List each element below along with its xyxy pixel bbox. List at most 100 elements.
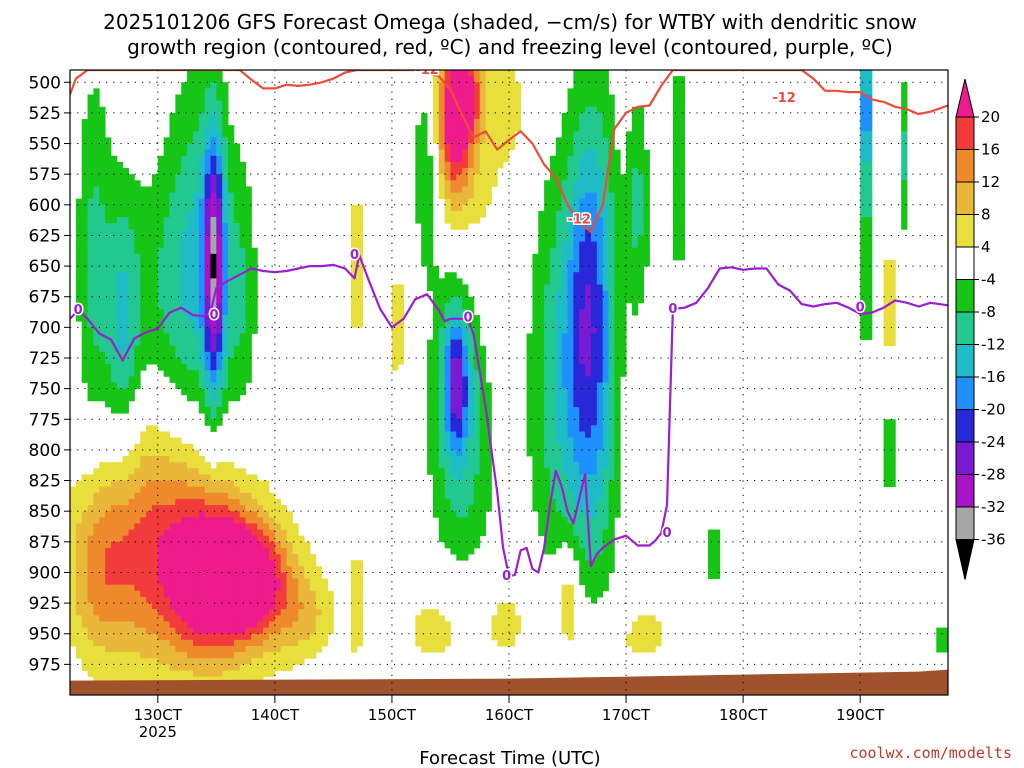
omega-cell bbox=[216, 596, 223, 604]
omega-cell bbox=[222, 149, 229, 157]
omega-cell bbox=[146, 633, 153, 641]
omega-cell bbox=[626, 272, 633, 279]
omega-cell bbox=[134, 517, 141, 524]
omega-cell bbox=[146, 627, 153, 635]
omega-cell bbox=[128, 370, 135, 377]
omega-cell bbox=[210, 100, 217, 108]
omega-cell bbox=[157, 302, 165, 310]
omega-cell bbox=[239, 302, 246, 310]
omega-cell bbox=[216, 419, 223, 426]
omega-cell bbox=[175, 517, 182, 524]
omega-cell bbox=[87, 241, 94, 249]
omega-cell bbox=[151, 547, 159, 555]
omega-cell bbox=[204, 272, 211, 279]
omega-cell bbox=[555, 437, 563, 445]
omega-cell bbox=[99, 511, 106, 518]
omega-cell bbox=[245, 584, 252, 592]
omega-cell bbox=[128, 394, 135, 402]
omega-cell bbox=[128, 327, 135, 334]
omega-cell bbox=[292, 658, 299, 665]
omega-cell bbox=[140, 505, 147, 512]
omega-cell bbox=[181, 229, 188, 236]
omega-cell bbox=[274, 658, 282, 665]
omega-cell bbox=[81, 596, 88, 604]
omega-cell bbox=[532, 498, 539, 506]
omega-cell bbox=[239, 284, 246, 291]
omega-cell bbox=[251, 572, 258, 579]
omega-cell bbox=[432, 357, 440, 365]
omega-cell bbox=[192, 541, 200, 549]
omega-cell bbox=[585, 131, 592, 138]
omega-cell bbox=[140, 462, 147, 469]
omega-cell bbox=[122, 204, 129, 212]
omega-cell bbox=[538, 290, 545, 298]
omega-cell bbox=[87, 198, 94, 206]
omega-cell bbox=[233, 382, 241, 390]
omega-cell bbox=[257, 609, 264, 616]
omega-cell bbox=[473, 529, 481, 537]
omega-cell bbox=[151, 584, 159, 592]
omega-cell bbox=[590, 186, 598, 193]
omega-cell bbox=[222, 407, 229, 414]
omega-cell bbox=[532, 339, 539, 347]
omega-cell bbox=[596, 155, 604, 163]
omega-cell bbox=[140, 351, 147, 359]
omega-cell bbox=[468, 492, 475, 500]
omega-cell bbox=[146, 278, 153, 285]
omega-cell bbox=[99, 266, 106, 273]
omega-cell bbox=[169, 603, 176, 610]
omega-cell bbox=[105, 235, 112, 242]
omega-cell bbox=[450, 296, 457, 304]
omega-cell bbox=[456, 143, 463, 151]
omega-cell bbox=[549, 333, 557, 341]
omega-cell bbox=[631, 119, 639, 126]
omega-cell bbox=[245, 192, 252, 200]
omega-cell bbox=[585, 168, 592, 175]
omega-cell bbox=[105, 278, 112, 285]
omega-cell bbox=[222, 609, 229, 616]
omega-cell bbox=[192, 572, 200, 579]
omega-cell bbox=[181, 670, 188, 678]
omega-cell bbox=[555, 345, 563, 353]
omega-cell bbox=[99, 529, 106, 537]
omega-cell bbox=[151, 658, 159, 665]
omega-cell bbox=[116, 462, 124, 469]
omega-cell bbox=[608, 106, 615, 114]
omega-cell bbox=[93, 541, 100, 549]
omega-cell bbox=[468, 437, 475, 445]
omega-cell bbox=[187, 223, 194, 230]
omega-cell bbox=[561, 425, 568, 432]
omega-cell bbox=[187, 443, 194, 451]
omega-cell bbox=[169, 664, 176, 671]
omega-cell bbox=[579, 223, 586, 230]
omega-cell bbox=[391, 327, 399, 334]
omega-cell bbox=[233, 143, 241, 151]
omega-cell bbox=[549, 382, 557, 390]
omega-cell bbox=[110, 523, 118, 530]
omega-cell bbox=[438, 131, 446, 138]
omega-cell bbox=[93, 174, 100, 181]
omega-cell bbox=[239, 621, 246, 628]
omega-cell bbox=[608, 302, 615, 310]
omega-cell bbox=[438, 155, 446, 163]
omega-cell bbox=[187, 351, 194, 359]
omega-cell bbox=[444, 627, 451, 635]
omega-cell bbox=[169, 155, 176, 163]
omega-cell bbox=[585, 437, 592, 445]
omega-cell bbox=[263, 670, 270, 678]
omega-cell bbox=[585, 253, 592, 261]
omega-cell bbox=[99, 327, 106, 334]
omega-cell bbox=[608, 217, 615, 224]
omega-cell bbox=[204, 615, 211, 622]
omega-cell bbox=[350, 572, 358, 579]
omega-cell bbox=[555, 284, 563, 291]
omega-cell bbox=[421, 186, 428, 193]
omega-cell bbox=[93, 253, 100, 261]
omega-cell bbox=[93, 266, 100, 273]
omega-cell bbox=[462, 351, 469, 359]
omega-cell bbox=[192, 547, 200, 555]
omega-cell bbox=[233, 241, 241, 249]
omega-cell bbox=[427, 241, 434, 249]
omega-cell bbox=[491, 149, 498, 157]
omega-cell bbox=[614, 290, 621, 298]
